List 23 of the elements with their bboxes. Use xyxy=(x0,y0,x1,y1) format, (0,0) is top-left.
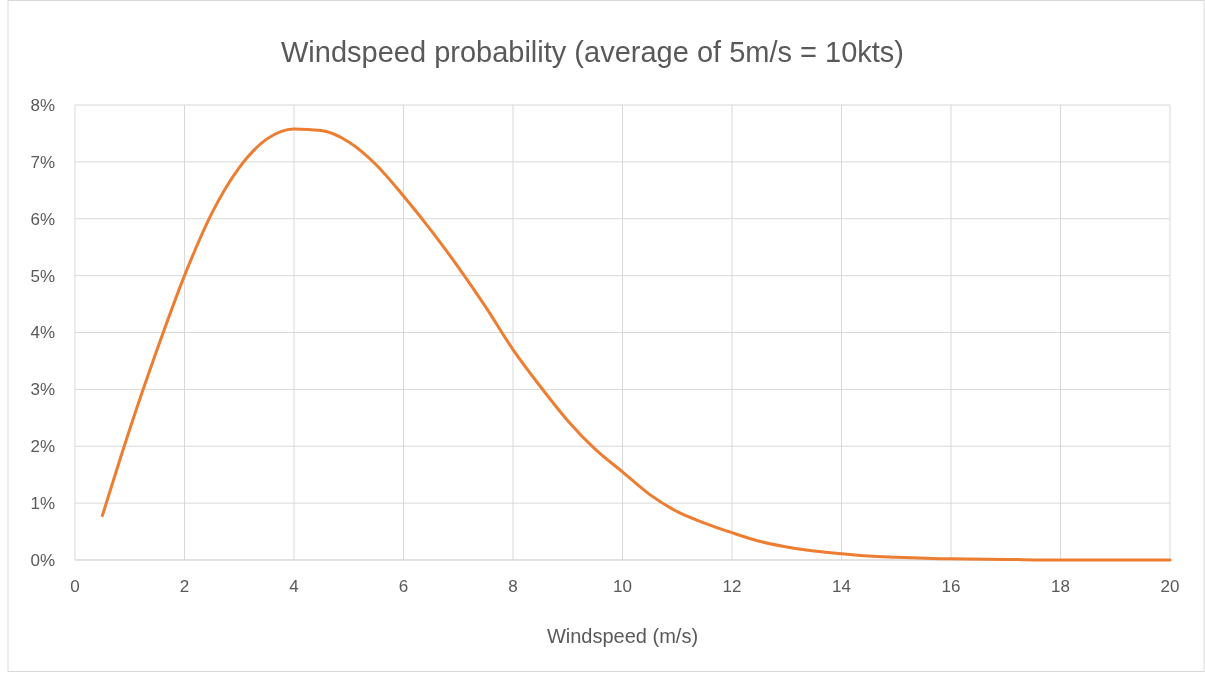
chart-title: Windspeed probability (average of 5m/s = 10kts) xyxy=(280,36,905,68)
x-tick-label: 14 xyxy=(832,577,851,596)
y-tick-label: 6% xyxy=(30,209,55,229)
x-tick-label: 12 xyxy=(722,577,742,596)
y-tick-label: 0% xyxy=(30,550,55,570)
x-tick-label: 20 xyxy=(1160,577,1180,596)
x-tick-label: 4 xyxy=(289,577,299,596)
x-tick-label: 0 xyxy=(70,577,80,596)
y-tick-label: 8% xyxy=(30,95,55,115)
y-tick-label: 7% xyxy=(30,152,55,172)
line-series xyxy=(100,127,1172,562)
x-tick-label: 16 xyxy=(941,577,961,596)
y-tick-label: 5% xyxy=(30,266,55,286)
y-tick-label: 3% xyxy=(30,380,55,400)
x-tick-label: 10 xyxy=(613,577,632,596)
y-tick-label: 1% xyxy=(30,494,55,514)
x-tick-label: 18 xyxy=(1051,577,1070,596)
y-tick-label: 4% xyxy=(30,323,55,343)
x-tick-label: 8 xyxy=(508,577,518,596)
x-tick-label: 6 xyxy=(398,577,409,596)
x-axis-title: Windspeed (m/s) xyxy=(546,625,699,647)
x-tick-label: 2 xyxy=(179,577,190,596)
y-tick-label: 2% xyxy=(30,437,55,457)
